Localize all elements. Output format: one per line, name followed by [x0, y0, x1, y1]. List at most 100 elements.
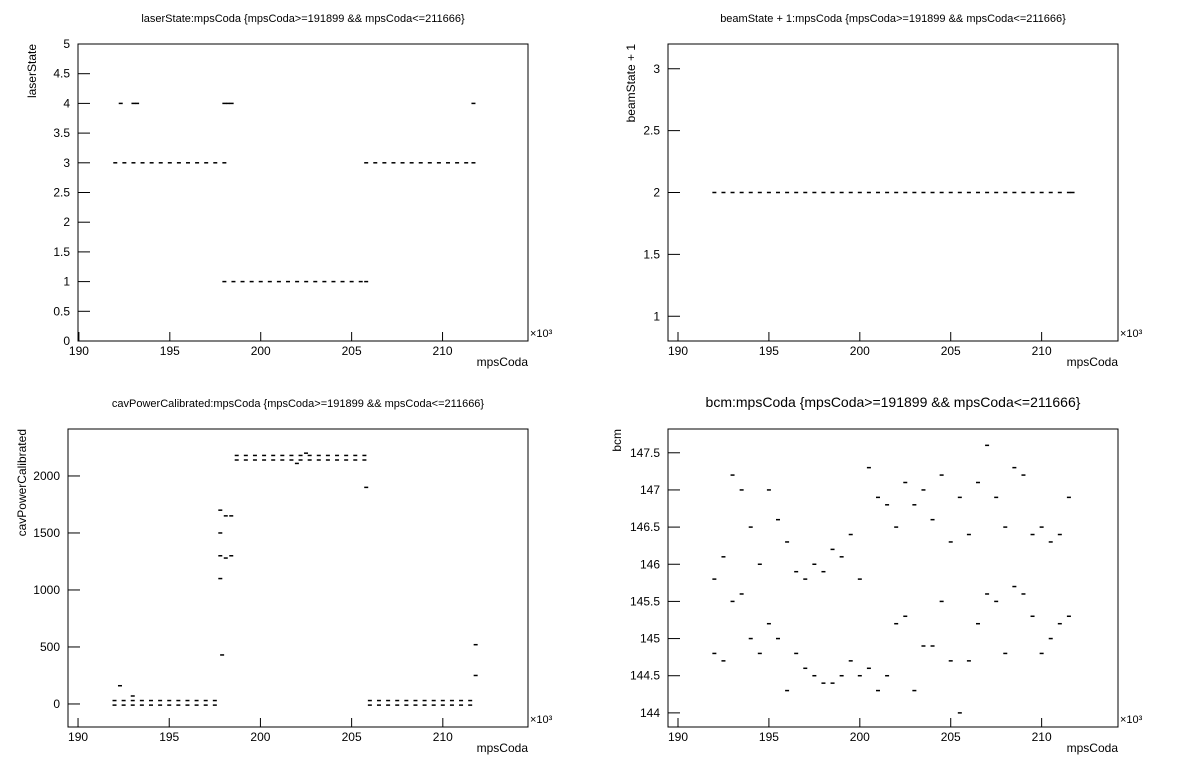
point — [766, 489, 771, 491]
point — [322, 280, 327, 283]
point — [362, 454, 367, 457]
point — [130, 695, 135, 697]
point — [885, 504, 890, 506]
point — [966, 660, 971, 662]
point — [112, 699, 117, 702]
point — [289, 459, 294, 461]
point — [739, 191, 744, 194]
point — [830, 682, 835, 684]
y-axis-label: laserState — [25, 44, 39, 98]
point — [1030, 533, 1035, 536]
point — [167, 162, 172, 164]
x-tick-label: 200 — [251, 344, 271, 358]
point — [167, 699, 172, 702]
point — [148, 699, 153, 702]
x-tick-label: 210 — [433, 344, 453, 358]
point — [231, 280, 236, 283]
point — [930, 191, 935, 194]
y-tick-label: 1 — [653, 309, 660, 323]
point — [149, 162, 154, 164]
point — [391, 162, 396, 164]
point — [252, 459, 257, 461]
point — [1021, 191, 1026, 194]
point — [903, 481, 908, 484]
point — [948, 191, 953, 194]
point — [344, 459, 349, 461]
point — [316, 454, 321, 457]
point — [730, 191, 735, 194]
point — [218, 555, 223, 557]
plot-frame — [77, 43, 529, 342]
y-tick-label: 144.5 — [630, 669, 660, 683]
point — [830, 191, 835, 194]
point — [404, 699, 409, 702]
point — [830, 548, 835, 551]
point — [994, 496, 999, 499]
y-tick-label: 0.5 — [53, 304, 70, 318]
point — [362, 459, 367, 461]
point — [335, 459, 340, 461]
x-tick-label: 190 — [69, 344, 89, 358]
point — [976, 191, 980, 194]
point — [364, 486, 369, 489]
y-tick-label: 146 — [640, 557, 660, 571]
point — [382, 162, 387, 164]
point — [471, 102, 476, 105]
point — [912, 191, 917, 194]
point — [185, 704, 190, 706]
x-tick-label: 205 — [342, 344, 362, 358]
point — [473, 674, 478, 677]
point — [748, 191, 753, 194]
plot-frame — [667, 428, 1119, 728]
x-tick-label: 195 — [759, 730, 779, 744]
y-tick-label: 145.5 — [630, 594, 660, 608]
point — [1003, 652, 1008, 655]
x-axis-label: mpsCoda — [477, 355, 529, 369]
point — [139, 704, 144, 706]
point — [234, 454, 239, 457]
point — [139, 699, 144, 702]
point — [335, 454, 340, 457]
point — [757, 652, 762, 655]
point — [468, 699, 473, 702]
point — [976, 481, 980, 484]
point — [226, 102, 230, 105]
point — [894, 191, 899, 194]
y-tick-label: 1500 — [33, 526, 60, 540]
point — [939, 600, 944, 603]
point — [400, 162, 405, 164]
point — [194, 704, 199, 706]
point — [252, 454, 257, 457]
point — [903, 191, 908, 194]
point — [280, 454, 285, 457]
point — [130, 699, 135, 702]
point — [185, 699, 190, 702]
point — [803, 578, 808, 580]
point — [994, 191, 999, 194]
point — [821, 191, 826, 194]
point — [325, 454, 330, 457]
point — [373, 162, 378, 164]
point — [243, 454, 248, 457]
point — [229, 515, 234, 517]
point — [271, 454, 276, 457]
point — [316, 459, 321, 461]
point — [957, 712, 962, 714]
point — [223, 515, 228, 517]
point — [930, 518, 935, 521]
x-tick-label: 195 — [159, 730, 179, 744]
point — [921, 645, 926, 647]
point — [431, 704, 436, 706]
point — [821, 682, 826, 684]
point — [455, 162, 460, 164]
x-tick-label: 205 — [941, 344, 961, 358]
point — [1066, 496, 1071, 499]
point — [344, 454, 349, 457]
point — [785, 541, 790, 543]
x-tick-label: 195 — [759, 344, 779, 358]
point — [857, 578, 862, 580]
point — [839, 674, 844, 677]
point — [130, 704, 135, 706]
point — [422, 704, 427, 706]
point — [203, 699, 208, 702]
